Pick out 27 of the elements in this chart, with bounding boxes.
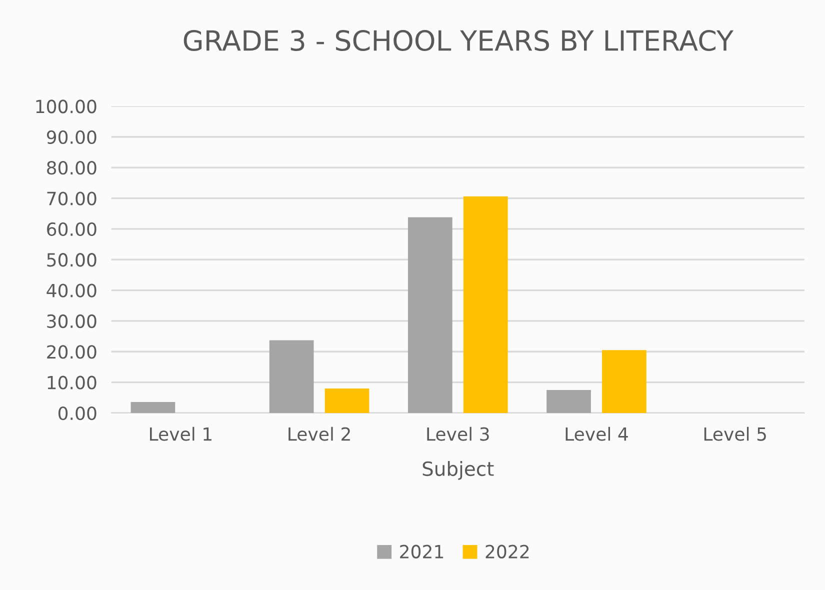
y-tick-label: 20.00 xyxy=(47,345,96,359)
x-tick-label: Level 4 xyxy=(566,426,628,441)
bar xyxy=(130,402,176,413)
y-tick-label: 90.00 xyxy=(46,130,96,144)
y-tick-label: 50.00 xyxy=(47,253,96,267)
bar xyxy=(408,217,452,413)
legend-label: 2021 xyxy=(400,544,444,558)
y-tick-label: 60.00 xyxy=(47,222,96,236)
y-tick-label: 70.00 xyxy=(47,192,96,206)
bar xyxy=(269,340,314,413)
x-tick-label: Level 1 xyxy=(150,426,212,441)
y-tick-label: 80.00 xyxy=(47,161,96,175)
bar xyxy=(546,390,591,413)
legend-label: 2022 xyxy=(486,544,529,558)
x-tick-label: Level 2 xyxy=(288,426,350,441)
bar xyxy=(602,350,646,413)
x-tick-label: Level 5 xyxy=(704,426,766,441)
chart-title: GRADE 3 - SCHOOL YEARS BY LITERACY xyxy=(184,30,734,52)
y-tick-label: 10.00 xyxy=(48,376,96,390)
y-tick-label: 30.00 xyxy=(47,314,96,328)
x-axis-title: Subject xyxy=(422,461,494,480)
bar xyxy=(324,388,370,413)
bar xyxy=(463,196,508,413)
y-tick-label: 40.00 xyxy=(46,284,96,298)
y-tick-label: 0.00 xyxy=(58,406,96,420)
y-tick-label: 100.00 xyxy=(36,100,96,114)
x-tick-label: Level 3 xyxy=(427,426,489,441)
